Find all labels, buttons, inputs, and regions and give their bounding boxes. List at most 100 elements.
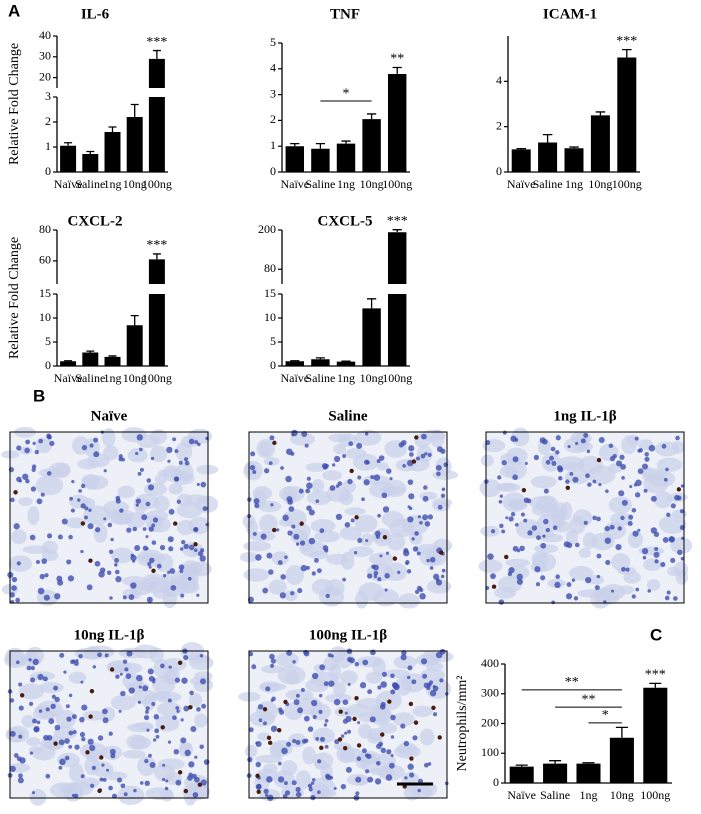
nucleus: [501, 529, 506, 534]
nucleus: [543, 488, 549, 494]
x-tick-label: 100ng: [142, 177, 172, 191]
nucleus: [167, 740, 172, 744]
tubule: [340, 670, 358, 685]
nucleus: [373, 474, 381, 481]
nucleus: [67, 575, 75, 582]
neutrophil: [151, 568, 156, 574]
nucleus: [306, 505, 312, 511]
nucleus: [280, 466, 284, 470]
tubule: [48, 462, 71, 478]
nucleus: [303, 650, 310, 657]
nucleus: [18, 734, 23, 739]
nucleus: [188, 544, 195, 551]
tubule: [255, 701, 279, 721]
neutrophil: [13, 490, 18, 495]
x-tick-label: Naïve: [507, 177, 536, 191]
nucleus: [526, 498, 532, 504]
nucleus: [126, 527, 132, 533]
nucleus: [374, 778, 382, 785]
tubule: [309, 777, 336, 798]
nucleus: [252, 470, 257, 474]
y-tick-label: 3: [45, 89, 51, 103]
x-tick-label: 100ng: [382, 371, 412, 385]
chart-title: CXCL-5: [318, 213, 373, 229]
nucleus: [619, 454, 625, 460]
tubule: [653, 491, 672, 509]
nucleus: [555, 450, 560, 455]
nucleus: [180, 539, 186, 545]
tubule: [156, 702, 182, 717]
nucleus: [73, 793, 79, 798]
nucleus: [345, 715, 352, 723]
tubule: [101, 428, 116, 448]
nucleus: [386, 468, 392, 474]
tubule: [175, 442, 193, 462]
nucleus: [417, 515, 421, 519]
tubule: [420, 668, 445, 683]
nucleus: [159, 544, 166, 551]
tubule: [578, 547, 591, 559]
nucleus: [132, 526, 138, 532]
tubule: [348, 546, 374, 557]
tubule: [127, 447, 148, 463]
nucleus: [335, 484, 340, 488]
nucleus: [135, 451, 139, 456]
x-tick-label: 10ng: [360, 371, 384, 385]
nucleus: [610, 589, 614, 593]
x-tick-label: 1ng: [580, 788, 598, 802]
nucleus: [354, 662, 360, 667]
nucleus: [176, 709, 180, 713]
nucleus: [435, 464, 442, 471]
nucleus: [175, 779, 182, 786]
nucleus: [114, 562, 118, 567]
nucleus: [540, 542, 547, 549]
error-bar: [582, 762, 595, 764]
y-tick-label: 200: [481, 715, 499, 729]
tubule: [386, 533, 406, 551]
nucleus: [19, 757, 26, 764]
tubule: [188, 693, 203, 707]
x-tick-label: 10ng: [588, 177, 612, 191]
neutrophil: [392, 556, 398, 561]
nucleus: [108, 549, 114, 554]
bar: [509, 766, 534, 783]
tubule: [138, 552, 160, 563]
nucleus: [128, 687, 136, 694]
error-bar: [366, 298, 377, 309]
neutrophil: [53, 741, 58, 746]
tubule: [322, 470, 343, 481]
nucleus: [389, 477, 393, 481]
nucleus: [666, 590, 671, 595]
nucleus: [573, 596, 579, 601]
nucleus: [295, 739, 301, 745]
nucleus: [35, 559, 40, 565]
error-bar: [516, 148, 526, 150]
nucleus: [536, 535, 541, 541]
tubule: [275, 652, 299, 668]
nucleus: [363, 479, 370, 486]
nucleus: [344, 522, 351, 528]
tubule: [498, 575, 523, 593]
nucleus: [124, 667, 129, 672]
nucleus: [30, 666, 35, 671]
nucleus: [48, 718, 55, 725]
nucleus: [180, 593, 185, 598]
neutrophil: [272, 527, 277, 533]
tubule: [255, 754, 283, 764]
nucleus: [342, 699, 349, 706]
nucleus: [663, 477, 668, 482]
nucleus: [286, 448, 293, 455]
nucleus: [253, 498, 260, 505]
nucleus: [108, 785, 113, 791]
neutrophil: [352, 716, 357, 722]
nucleus: [36, 720, 41, 725]
nucleus: [69, 496, 73, 501]
nucleus: [77, 498, 81, 502]
x-tick-label: 100ng: [612, 177, 642, 191]
tubule: [35, 475, 64, 496]
nucleus: [316, 568, 322, 574]
nucleus: [196, 707, 201, 712]
tubule: [323, 656, 338, 671]
y-tick-label: 400: [481, 656, 499, 670]
nucleus: [409, 772, 415, 778]
